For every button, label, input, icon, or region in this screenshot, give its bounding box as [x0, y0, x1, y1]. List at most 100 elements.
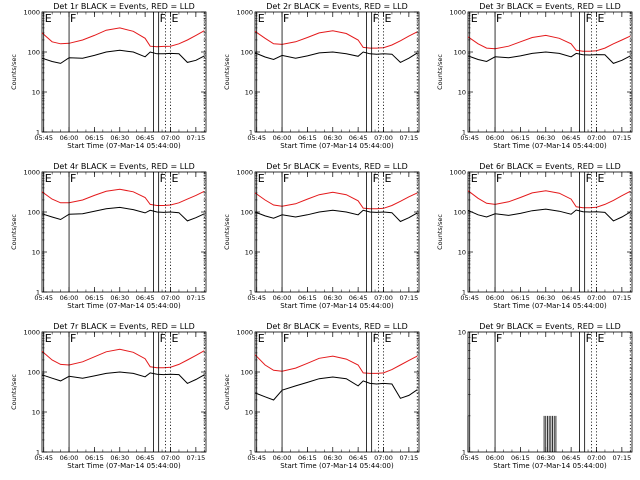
- event-flag-label: F: [373, 332, 379, 345]
- x-tick-label: 06:00: [60, 134, 79, 142]
- event-flag-label: E: [597, 172, 604, 185]
- panel-det-2: Det 2r BLACK = Events, RED = LLD 1 10 100 10…: [223, 2, 420, 150]
- event-flag-label: F: [283, 12, 289, 25]
- y-tick-label: 10: [458, 89, 466, 97]
- x-tick-label: 07:00: [374, 454, 393, 462]
- x-tick-label: 06:00: [486, 134, 505, 142]
- x-tick-label: 06:45: [562, 134, 581, 142]
- panel-title: Det 2r BLACK = Events, RED = LLD: [266, 2, 408, 11]
- x-axis-label: Start Time (07-Mar-14 05:44:00): [280, 462, 394, 470]
- x-tick-label: 07:15: [399, 134, 418, 142]
- x-tick-label: 05:45: [460, 294, 479, 302]
- event-flag-label: F: [283, 332, 289, 345]
- y-tick-label: 10: [458, 249, 466, 257]
- series-line-lld: [467, 190, 631, 209]
- panel-title: Det 7r BLACK = Events, RED = LLD: [53, 322, 195, 331]
- panel-title: Det 3r BLACK = Events, RED = LLD: [479, 2, 621, 11]
- event-flag-label: F: [70, 12, 76, 25]
- x-tick-label: 06:30: [536, 294, 555, 302]
- x-tick-label: 06:00: [60, 454, 79, 462]
- event-flag-label: E: [45, 12, 52, 25]
- y-tick-label: 1: [36, 449, 40, 457]
- event-flag-label: E: [384, 172, 391, 185]
- panel-det-9: Det 9r BLACK = Events, RED = LLD 1 10 05:45…: [458, 322, 633, 470]
- x-tick-label: 06:15: [298, 134, 317, 142]
- x-tick-label: 06:15: [85, 134, 104, 142]
- y-tick-label: 1000: [449, 169, 466, 177]
- x-tick-label: 06:45: [349, 134, 368, 142]
- event-flag-label: F: [496, 332, 502, 345]
- plot-frame: [41, 11, 207, 133]
- x-tick-label: 05:45: [34, 294, 53, 302]
- event-flag-label: F: [70, 332, 76, 345]
- event-flag-label: E: [597, 332, 604, 345]
- plot-frame: [254, 11, 420, 133]
- event-flag-label: E: [597, 12, 604, 25]
- x-tick-label: 07:15: [399, 454, 418, 462]
- x-tick-label: 06:30: [110, 454, 129, 462]
- series-line-events: [254, 209, 418, 223]
- y-tick-label: 10: [245, 89, 253, 97]
- series-line-events: [41, 371, 205, 385]
- x-tick-label: 06:15: [298, 454, 317, 462]
- x-tick-label: 07:15: [186, 294, 205, 302]
- x-axis-label: Start Time (07-Mar-14 05:44:00): [493, 302, 607, 310]
- plot-frame: [467, 171, 633, 293]
- series-line-events: [467, 208, 631, 222]
- y-tick-label: 1: [36, 129, 40, 137]
- event-flag-label: E: [171, 332, 178, 345]
- panel-title: Det 5r BLACK = Events, RED = LLD: [266, 162, 408, 171]
- x-tick-label: 07:00: [374, 134, 393, 142]
- x-tick-label: 06:30: [536, 454, 555, 462]
- event-flag-label: E: [171, 172, 178, 185]
- x-tick-label: 06:15: [85, 294, 104, 302]
- x-tick-label: 07:00: [587, 134, 606, 142]
- x-tick-label: 06:00: [273, 134, 292, 142]
- series-line-lld: [254, 30, 418, 49]
- x-tick-label: 06:00: [273, 294, 292, 302]
- panel-det-4: Det 4r BLACK = Events, RED = LLD 1 10 100 10…: [10, 162, 207, 310]
- x-axis-label: Start Time (07-Mar-14 05:44:00): [67, 302, 181, 310]
- event-flag-label: E: [471, 172, 478, 185]
- y-tick-label: 1: [462, 449, 466, 457]
- y-tick-label: 100: [454, 209, 466, 217]
- event-flag-label: E: [45, 172, 52, 185]
- x-tick-label: 06:00: [273, 454, 292, 462]
- series-line-lld: [254, 354, 418, 374]
- x-tick-label: 06:15: [511, 294, 530, 302]
- event-flag-label: F: [586, 12, 592, 25]
- event-flag-label: E: [171, 12, 178, 25]
- panel-det-3: Det 3r BLACK = Events, RED = LLD 1 10 100 10…: [436, 2, 633, 150]
- x-tick-label: 07:15: [186, 134, 205, 142]
- event-flag-label: E: [258, 172, 265, 185]
- y-tick-label: 1: [462, 129, 466, 137]
- y-tick-label: 1: [249, 289, 253, 297]
- series-line-events: [41, 206, 205, 222]
- x-tick-label: 05:45: [247, 454, 266, 462]
- event-flag-label: F: [160, 332, 166, 345]
- x-axis-label: Start Time (07-Mar-14 05:44:00): [67, 142, 181, 150]
- event-flag-label: F: [373, 172, 379, 185]
- y-tick-label: 1: [249, 449, 253, 457]
- series-line-events: [467, 51, 631, 64]
- y-tick-label: 1000: [23, 169, 40, 177]
- y-tick-label: 10: [245, 249, 253, 257]
- x-tick-label: 06:45: [562, 294, 581, 302]
- x-tick-label: 07:15: [612, 134, 631, 142]
- y-tick-label: 10: [458, 329, 466, 337]
- y-tick-label: 1000: [23, 329, 40, 337]
- x-tick-label: 05:45: [34, 454, 53, 462]
- series-line-events: [254, 376, 418, 401]
- y-axis-label: Counts/sec: [10, 54, 18, 90]
- y-tick-label: 100: [241, 369, 253, 377]
- x-axis-label: Start Time (07-Mar-14 05:44:00): [280, 302, 394, 310]
- x-tick-label: 06:00: [486, 454, 505, 462]
- x-tick-label: 06:30: [110, 134, 129, 142]
- x-tick-label: 06:45: [136, 454, 155, 462]
- y-tick-label: 10: [32, 89, 40, 97]
- series-line-lld: [467, 34, 631, 52]
- event-flag-label: E: [258, 332, 265, 345]
- plot-frame: [41, 171, 207, 293]
- y-tick-label: 1000: [236, 9, 253, 17]
